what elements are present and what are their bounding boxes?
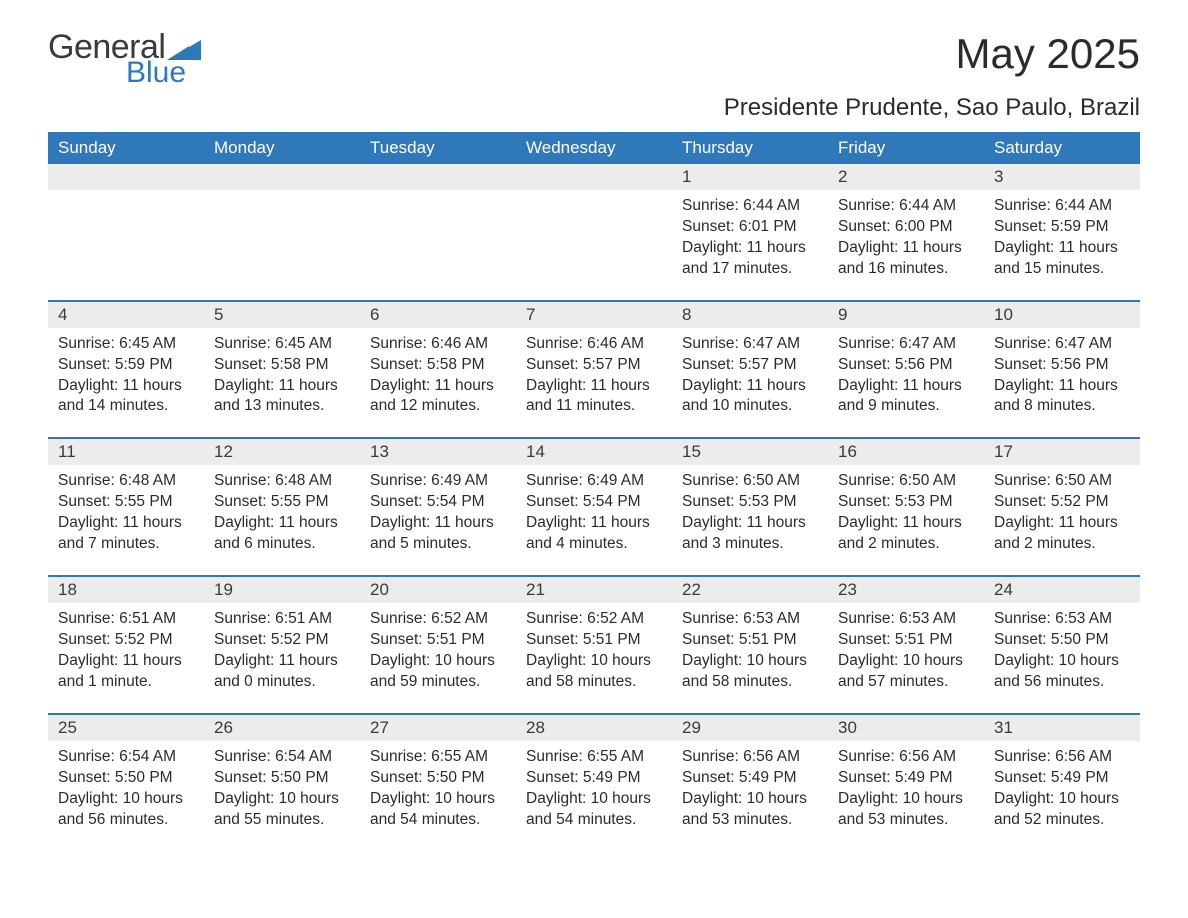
day-number-cell: 16 [828, 438, 984, 465]
day-detail-cell: Sunrise: 6:51 AMSunset: 5:52 PMDaylight:… [48, 603, 204, 714]
day-detail-cell: Sunrise: 6:47 AMSunset: 5:56 PMDaylight:… [984, 328, 1140, 439]
day-detail-cell: Sunrise: 6:53 AMSunset: 5:50 PMDaylight:… [984, 603, 1140, 714]
brand-logo: General Blue [48, 30, 201, 88]
day-number-cell: 18 [48, 576, 204, 603]
day-detail-cell: Sunrise: 6:55 AMSunset: 5:50 PMDaylight:… [360, 741, 516, 851]
day-detail-cell [360, 190, 516, 301]
day-number-row: 18192021222324 [48, 576, 1140, 603]
day-detail-cell: Sunrise: 6:44 AMSunset: 5:59 PMDaylight:… [984, 190, 1140, 301]
weekday-header: Monday [204, 132, 360, 164]
day-detail-cell [48, 190, 204, 301]
day-detail-cell: Sunrise: 6:48 AMSunset: 5:55 PMDaylight:… [204, 465, 360, 576]
day-number-cell: 1 [672, 164, 828, 190]
day-number-cell: 15 [672, 438, 828, 465]
day-number-cell [360, 164, 516, 190]
day-detail-cell: Sunrise: 6:50 AMSunset: 5:52 PMDaylight:… [984, 465, 1140, 576]
day-number-cell: 26 [204, 714, 360, 741]
day-detail-cell: Sunrise: 6:47 AMSunset: 5:57 PMDaylight:… [672, 328, 828, 439]
day-number-cell: 10 [984, 301, 1140, 328]
day-number-cell: 13 [360, 438, 516, 465]
day-detail-cell [516, 190, 672, 301]
day-number-cell: 14 [516, 438, 672, 465]
day-detail-cell: Sunrise: 6:48 AMSunset: 5:55 PMDaylight:… [48, 465, 204, 576]
day-detail-cell: Sunrise: 6:52 AMSunset: 5:51 PMDaylight:… [360, 603, 516, 714]
day-number-cell: 17 [984, 438, 1140, 465]
day-detail-cell: Sunrise: 6:50 AMSunset: 5:53 PMDaylight:… [672, 465, 828, 576]
day-number-cell: 22 [672, 576, 828, 603]
day-detail-cell: Sunrise: 6:53 AMSunset: 5:51 PMDaylight:… [672, 603, 828, 714]
day-detail-row: Sunrise: 6:45 AMSunset: 5:59 PMDaylight:… [48, 328, 1140, 439]
day-detail-cell: Sunrise: 6:49 AMSunset: 5:54 PMDaylight:… [360, 465, 516, 576]
day-detail-cell: Sunrise: 6:44 AMSunset: 6:00 PMDaylight:… [828, 190, 984, 301]
day-number-cell [516, 164, 672, 190]
day-detail-cell [204, 190, 360, 301]
day-detail-cell: Sunrise: 6:45 AMSunset: 5:58 PMDaylight:… [204, 328, 360, 439]
day-detail-cell: Sunrise: 6:56 AMSunset: 5:49 PMDaylight:… [672, 741, 828, 851]
day-number-cell [48, 164, 204, 190]
weekday-header: Friday [828, 132, 984, 164]
day-detail-cell: Sunrise: 6:53 AMSunset: 5:51 PMDaylight:… [828, 603, 984, 714]
page-title: May 2025 [956, 30, 1140, 78]
weekday-header: Sunday [48, 132, 204, 164]
day-number-row: 45678910 [48, 301, 1140, 328]
weekday-header: Saturday [984, 132, 1140, 164]
day-number-cell: 19 [204, 576, 360, 603]
day-detail-cell: Sunrise: 6:51 AMSunset: 5:52 PMDaylight:… [204, 603, 360, 714]
day-number-cell: 2 [828, 164, 984, 190]
day-number-cell: 21 [516, 576, 672, 603]
day-detail-cell: Sunrise: 6:50 AMSunset: 5:53 PMDaylight:… [828, 465, 984, 576]
day-number-row: 11121314151617 [48, 438, 1140, 465]
day-number-cell: 8 [672, 301, 828, 328]
day-number-cell: 28 [516, 714, 672, 741]
day-number-cell: 20 [360, 576, 516, 603]
location-label: Presidente Prudente, Sao Paulo, Brazil [48, 94, 1140, 122]
day-detail-cell: Sunrise: 6:56 AMSunset: 5:49 PMDaylight:… [828, 741, 984, 851]
day-number-cell: 29 [672, 714, 828, 741]
day-number-cell: 4 [48, 301, 204, 328]
day-number-cell: 31 [984, 714, 1140, 741]
day-number-row: 123 [48, 164, 1140, 190]
day-detail-cell: Sunrise: 6:47 AMSunset: 5:56 PMDaylight:… [828, 328, 984, 439]
day-detail-cell: Sunrise: 6:46 AMSunset: 5:58 PMDaylight:… [360, 328, 516, 439]
day-detail-cell: Sunrise: 6:45 AMSunset: 5:59 PMDaylight:… [48, 328, 204, 439]
day-number-cell: 9 [828, 301, 984, 328]
brand-word2: Blue [126, 58, 201, 88]
day-number-cell [204, 164, 360, 190]
day-detail-cell: Sunrise: 6:46 AMSunset: 5:57 PMDaylight:… [516, 328, 672, 439]
day-detail-cell: Sunrise: 6:56 AMSunset: 5:49 PMDaylight:… [984, 741, 1140, 851]
weekday-header: Thursday [672, 132, 828, 164]
day-detail-cell: Sunrise: 6:54 AMSunset: 5:50 PMDaylight:… [204, 741, 360, 851]
day-number-cell: 7 [516, 301, 672, 328]
day-detail-cell: Sunrise: 6:49 AMSunset: 5:54 PMDaylight:… [516, 465, 672, 576]
weekday-header-row: Sunday Monday Tuesday Wednesday Thursday… [48, 132, 1140, 164]
calendar-table: Sunday Monday Tuesday Wednesday Thursday… [48, 132, 1140, 850]
day-number-cell: 12 [204, 438, 360, 465]
day-detail-cell: Sunrise: 6:52 AMSunset: 5:51 PMDaylight:… [516, 603, 672, 714]
day-detail-row: Sunrise: 6:54 AMSunset: 5:50 PMDaylight:… [48, 741, 1140, 851]
day-number-row: 25262728293031 [48, 714, 1140, 741]
day-detail-cell: Sunrise: 6:55 AMSunset: 5:49 PMDaylight:… [516, 741, 672, 851]
day-number-cell: 3 [984, 164, 1140, 190]
day-number-cell: 5 [204, 301, 360, 328]
day-number-cell: 30 [828, 714, 984, 741]
day-number-cell: 6 [360, 301, 516, 328]
day-number-cell: 25 [48, 714, 204, 741]
day-detail-row: Sunrise: 6:48 AMSunset: 5:55 PMDaylight:… [48, 465, 1140, 576]
day-number-cell: 11 [48, 438, 204, 465]
day-number-cell: 27 [360, 714, 516, 741]
weekday-header: Wednesday [516, 132, 672, 164]
day-detail-cell: Sunrise: 6:54 AMSunset: 5:50 PMDaylight:… [48, 741, 204, 851]
day-number-cell: 23 [828, 576, 984, 603]
day-detail-row: Sunrise: 6:44 AMSunset: 6:01 PMDaylight:… [48, 190, 1140, 301]
weekday-header: Tuesday [360, 132, 516, 164]
day-number-cell: 24 [984, 576, 1140, 603]
day-detail-cell: Sunrise: 6:44 AMSunset: 6:01 PMDaylight:… [672, 190, 828, 301]
header-bar: General Blue May 2025 [48, 30, 1140, 88]
day-detail-row: Sunrise: 6:51 AMSunset: 5:52 PMDaylight:… [48, 603, 1140, 714]
